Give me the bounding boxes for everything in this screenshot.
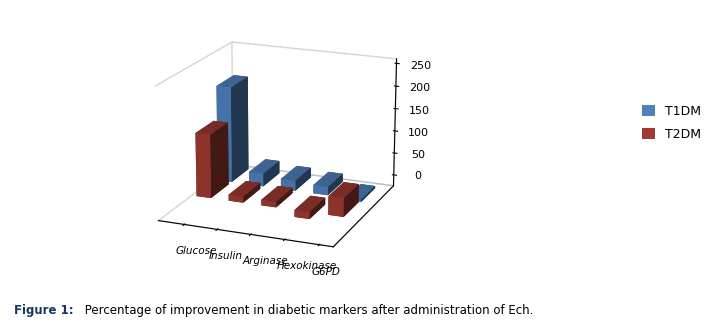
Legend: T1DM, T2DM: T1DM, T2DM	[642, 105, 701, 141]
Text: Percentage of improvement in diabetic markers after administration of Ech.: Percentage of improvement in diabetic ma…	[81, 304, 534, 317]
Text: Figure 1:: Figure 1:	[14, 304, 74, 317]
